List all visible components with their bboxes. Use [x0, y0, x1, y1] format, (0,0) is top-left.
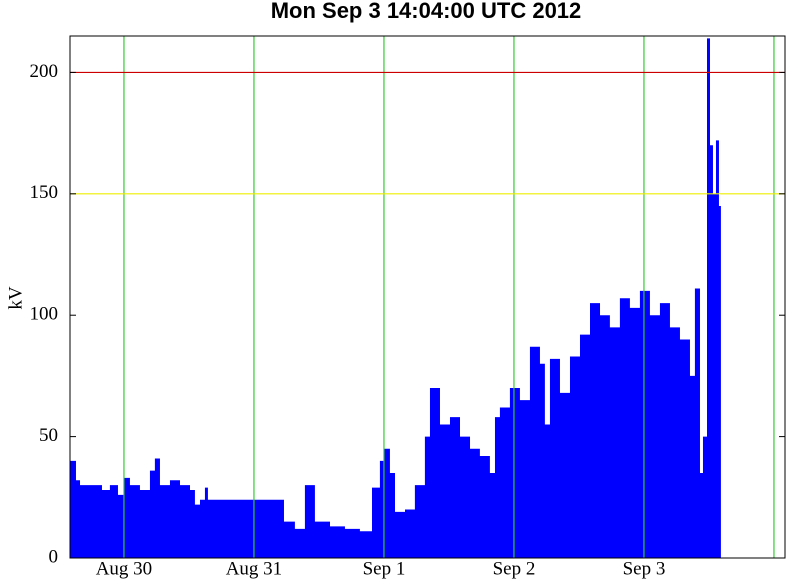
y-tick-label: 200	[30, 61, 59, 82]
y-tick-label: 150	[30, 182, 59, 203]
y-tick-label: 50	[39, 425, 58, 446]
x-tick-label: Sep 3	[623, 558, 666, 579]
x-tick-label: Aug 31	[226, 558, 282, 579]
x-tick-label: Aug 30	[96, 558, 152, 579]
y-tick-label: 100	[30, 304, 59, 325]
plot-frame	[69, 35, 786, 559]
y-tick-label: 0	[49, 546, 59, 567]
area	[70, 38, 721, 558]
x-tick-label: Sep 2	[493, 558, 536, 579]
x-tick-label: Sep 1	[363, 558, 406, 579]
chart-title: Mon Sep 3 14:04:00 UTC 2012	[271, 0, 582, 23]
y-axis-label: kV	[5, 286, 26, 310]
